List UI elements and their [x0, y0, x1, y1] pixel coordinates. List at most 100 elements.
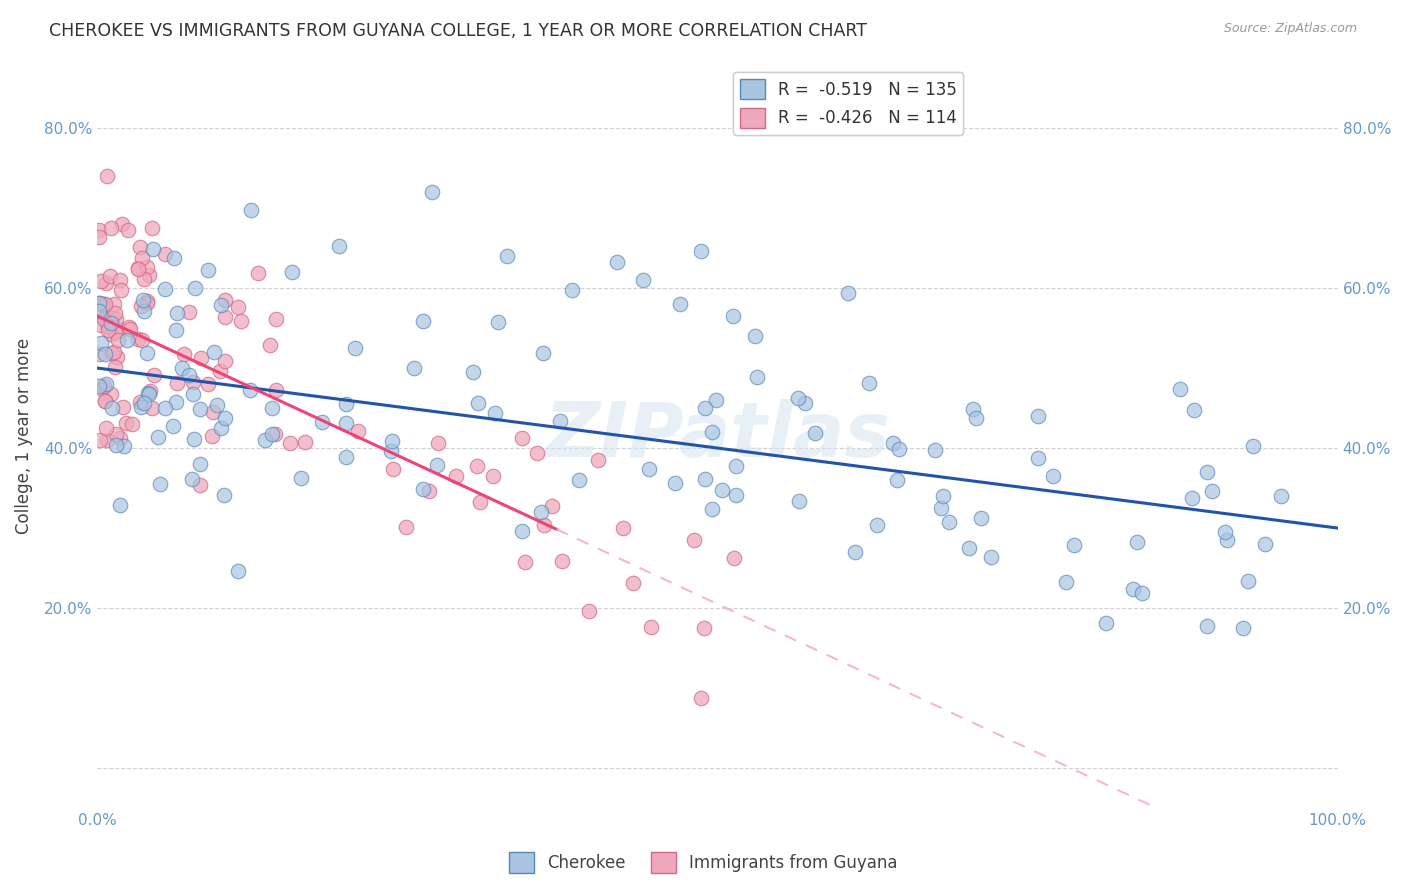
Point — [141, 401, 163, 416]
Point — [93, 297, 115, 311]
Point — [153, 247, 176, 261]
Point — [89, 304, 111, 318]
Point — [89, 346, 111, 360]
Point — [90, 297, 112, 311]
Point — [969, 510, 991, 524]
Point — [402, 361, 425, 376]
Point — [689, 244, 711, 258]
Point — [131, 333, 153, 347]
Point — [1182, 403, 1205, 417]
Point — [226, 300, 249, 314]
Point — [98, 269, 121, 284]
Point — [1026, 451, 1049, 466]
Point — [134, 272, 156, 286]
Point — [290, 471, 312, 485]
Point — [426, 458, 449, 472]
Point — [725, 458, 748, 473]
Text: CHEROKEE VS IMMIGRANTS FROM GUYANA COLLEGE, 1 YEAR OR MORE CORRELATION CHART: CHEROKEE VS IMMIGRANTS FROM GUYANA COLLE… — [49, 22, 868, 40]
Point — [461, 366, 484, 380]
Point — [560, 283, 582, 297]
Point — [138, 386, 160, 401]
Point — [745, 370, 768, 384]
Point — [163, 251, 186, 265]
Point — [136, 293, 159, 308]
Point — [89, 379, 111, 393]
Point — [1232, 621, 1254, 635]
Point — [1195, 619, 1218, 633]
Point — [100, 316, 122, 330]
Point — [420, 185, 443, 199]
Point — [136, 260, 159, 274]
Point — [787, 391, 810, 405]
Point — [669, 297, 692, 311]
Point — [866, 517, 889, 532]
Point — [427, 435, 450, 450]
Point — [96, 421, 118, 435]
Point — [100, 346, 122, 360]
Point — [207, 398, 229, 412]
Point — [108, 431, 131, 445]
Point — [94, 309, 117, 323]
Point — [938, 515, 960, 529]
Point — [621, 576, 644, 591]
Point — [89, 318, 111, 332]
Point — [381, 434, 404, 448]
Point — [1216, 533, 1239, 547]
Point — [533, 517, 555, 532]
Point — [700, 425, 723, 440]
Point — [246, 266, 269, 280]
Point — [640, 620, 662, 634]
Point — [87, 230, 110, 244]
Point — [94, 377, 117, 392]
Point — [134, 395, 156, 409]
Point — [202, 345, 225, 359]
Point — [87, 296, 110, 310]
Point — [89, 308, 111, 322]
Point — [110, 273, 132, 287]
Point — [166, 306, 188, 320]
Point — [141, 221, 163, 235]
Text: ZIPatlas: ZIPatlas — [544, 399, 890, 473]
Point — [214, 488, 236, 502]
Point — [1122, 582, 1144, 597]
Point — [548, 414, 571, 428]
Point — [107, 334, 129, 348]
Point — [96, 276, 118, 290]
Point — [115, 333, 138, 347]
Point — [578, 604, 600, 618]
Point — [482, 468, 505, 483]
Point — [111, 400, 134, 414]
Point — [104, 306, 127, 320]
Point — [96, 433, 118, 447]
Point — [1213, 525, 1236, 540]
Point — [104, 360, 127, 375]
Point — [335, 416, 357, 430]
Point — [693, 401, 716, 416]
Point — [129, 299, 152, 313]
Point — [446, 468, 468, 483]
Point — [1254, 537, 1277, 551]
Point — [112, 439, 135, 453]
Point — [495, 249, 517, 263]
Point — [118, 319, 141, 334]
Point — [110, 323, 132, 337]
Point — [134, 303, 156, 318]
Point — [1063, 538, 1085, 552]
Point — [115, 416, 138, 430]
Point — [94, 346, 117, 360]
Legend: R =  -0.519   N = 135, R =  -0.426   N = 114: R = -0.519 N = 135, R = -0.426 N = 114 — [733, 72, 963, 135]
Text: Source: ZipAtlas.com: Source: ZipAtlas.com — [1223, 22, 1357, 36]
Point — [129, 394, 152, 409]
Point — [181, 387, 204, 401]
Point — [568, 473, 591, 487]
Point — [239, 383, 262, 397]
Point — [142, 242, 165, 256]
Point — [1095, 615, 1118, 630]
Point — [837, 286, 859, 301]
Point — [104, 438, 127, 452]
Point — [412, 313, 434, 327]
Point — [980, 549, 1002, 564]
Point — [1241, 439, 1264, 453]
Point — [214, 411, 236, 425]
Point — [965, 410, 987, 425]
